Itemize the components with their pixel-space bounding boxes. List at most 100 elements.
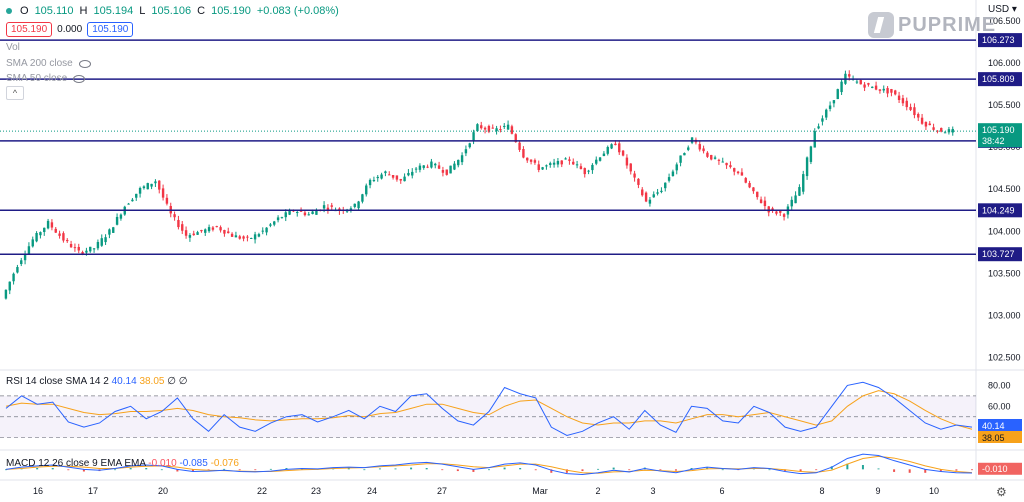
candle-body: [361, 194, 364, 202]
macd-line-value: -0.085: [179, 458, 208, 469]
macd-histogram-bar: [628, 469, 631, 471]
candle-body: [560, 160, 563, 165]
candle-body: [936, 130, 939, 132]
candle-body: [250, 238, 253, 240]
macd-histogram-bar: [768, 469, 771, 471]
rsi-line: [5, 381, 973, 437]
candle-body: [836, 89, 839, 100]
candle-body: [426, 166, 429, 168]
rsi-ma-tag: [978, 430, 1022, 443]
candle-body: [679, 155, 682, 163]
candle-body: [660, 190, 663, 193]
candle-body: [230, 233, 234, 237]
candle-body: [403, 176, 406, 182]
candle-body: [671, 171, 675, 176]
candle-body: [215, 226, 218, 228]
macd-histogram-bar: [908, 469, 911, 473]
x-tick-label: 9: [875, 486, 880, 496]
candle-body: [453, 163, 456, 170]
candle-body: [913, 107, 916, 116]
candle-body: [131, 199, 134, 202]
macd-histogram-bar: [519, 468, 522, 470]
macd-histogram-bar: [597, 468, 600, 470]
candle-body: [802, 174, 805, 192]
candle-body: [188, 235, 192, 238]
candle-body: [568, 159, 571, 161]
candle-body: [736, 171, 740, 174]
level-price-label: 105.809: [982, 74, 1015, 84]
x-tick-label: 2: [595, 486, 600, 496]
rsi-value: 40.14: [111, 376, 137, 387]
candle-body: [687, 147, 690, 150]
candle-body: [227, 231, 230, 234]
current-price-label: 105.190: [982, 125, 1015, 135]
candle-body: [564, 158, 567, 160]
macd-hist-value: -0.010: [148, 458, 177, 469]
level-price-tag: [978, 72, 1022, 87]
vol-indicator[interactable]: Vol: [6, 42, 20, 53]
macd-histogram-bar: [114, 469, 117, 471]
macd-histogram-bar: [238, 469, 241, 471]
price-tick-label: 103.500: [988, 268, 1021, 278]
candle-body: [20, 260, 23, 265]
high-label: H: [79, 5, 88, 17]
price-tick-label: 103.000: [988, 310, 1021, 320]
candle-body: [238, 236, 241, 239]
rsi-tick-label: 60.00: [988, 401, 1011, 411]
x-tick-label: 6: [719, 486, 724, 496]
sma50-indicator[interactable]: SMA 50 close: [6, 73, 86, 84]
candle-body: [457, 159, 460, 166]
rsi-empty-1: ∅ ∅: [167, 376, 188, 387]
level-price-label: 104.249: [982, 205, 1015, 215]
candle-body: [621, 150, 625, 156]
candle-body: [480, 125, 483, 129]
candle-body: [759, 199, 763, 204]
candle-body: [717, 159, 721, 161]
sell-button[interactable]: 105.190: [6, 22, 53, 37]
candle-body: [809, 146, 813, 162]
candle-body: [526, 157, 529, 161]
candle-body: [449, 165, 452, 174]
currency-label: USD: [988, 4, 1010, 15]
candle-body: [184, 230, 188, 236]
candle-body: [307, 214, 310, 216]
candle-body: [12, 273, 15, 282]
level-price-tag: [978, 247, 1022, 262]
close-value: 105.190: [211, 5, 251, 17]
price-tick-label: 104.000: [988, 226, 1021, 236]
high-value: 105.194: [93, 5, 134, 17]
candle-body: [50, 222, 54, 228]
candle-body: [112, 227, 115, 233]
settings-gear-icon[interactable]: ⚙: [996, 485, 1007, 499]
candle-body: [353, 203, 356, 207]
candle-body: [135, 193, 138, 198]
candle-body: [395, 175, 399, 180]
macd-histogram-bar: [394, 468, 397, 470]
candle-body: [219, 227, 222, 231]
candle-body: [932, 127, 935, 130]
candle-body: [311, 211, 314, 214]
hidden-eye-icon[interactable]: [73, 74, 86, 83]
candle-body: [779, 210, 782, 213]
candle-body: [54, 228, 57, 233]
candle-body: [775, 211, 778, 214]
collapse-legend-button[interactable]: ^: [6, 86, 24, 100]
candle-body: [637, 178, 640, 185]
candle-body: [940, 127, 943, 132]
candle-body: [181, 224, 184, 231]
macd-histogram-bar: [160, 469, 163, 471]
candle-body: [326, 207, 330, 210]
macd-value-tag: [978, 462, 1022, 475]
sma200-indicator[interactable]: SMA 200 close: [6, 58, 91, 69]
candle-body: [422, 165, 425, 168]
candle-body: [614, 143, 617, 146]
hidden-eye-icon[interactable]: [78, 59, 91, 68]
buy-button[interactable]: 105.190: [87, 22, 134, 37]
candle-body: [265, 227, 268, 233]
macd-histogram-bar: [893, 469, 896, 472]
macd-histogram-bar: [659, 469, 662, 471]
price-tick-label: 104.500: [988, 184, 1021, 194]
candle-body: [817, 126, 820, 129]
currency-selector[interactable]: USD ▾: [988, 4, 1017, 15]
